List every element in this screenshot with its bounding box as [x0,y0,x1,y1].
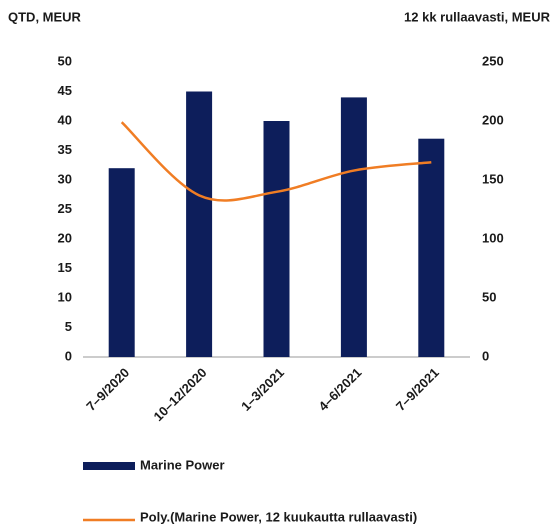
y-tick-label: 10 [58,289,72,304]
y-tick-label: 30 [58,171,72,186]
y-tick-label: 20 [58,230,72,245]
bar [263,121,290,357]
y-tick-label: 50 [58,53,72,68]
y2-tick-label: 50 [482,289,496,304]
bar [418,138,445,357]
x-tick-label: 10–12/2020 [150,365,209,424]
y-tick-label: 5 [65,319,72,334]
y2-tick-label: 100 [482,230,504,245]
x-tick-label: 4–6/2021 [315,365,364,414]
y2-axis-title: 12 kk rullaavasti, MEUR [404,9,551,24]
x-tick-label: 7–9/2020 [83,365,132,414]
y-axis-title: QTD, MEUR [8,9,82,24]
bar [108,168,135,357]
y-tick-label: 35 [58,142,72,157]
bar [186,91,213,357]
legend-swatch [83,462,135,470]
x-tick-label: 7–9/2021 [393,365,442,414]
x-tick-label: 1–3/2021 [238,365,287,414]
y-tick-label: 40 [58,112,72,127]
legend-label: Poly.(Marine Power, 12 kuukautta rullaav… [140,509,417,524]
y-tick-label: 15 [58,260,72,275]
bar [340,97,367,358]
y2-tick-label: 250 [482,53,504,68]
y2-tick-label: 150 [482,171,504,186]
trend-line [120,121,432,202]
y-tick-label: 25 [58,201,72,216]
y2-tick-label: 0 [482,348,489,363]
legend-label: Marine Power [140,457,225,472]
y2-tick-label: 200 [482,112,504,127]
y-tick-label: 0 [65,348,72,363]
y-tick-label: 45 [58,83,72,98]
